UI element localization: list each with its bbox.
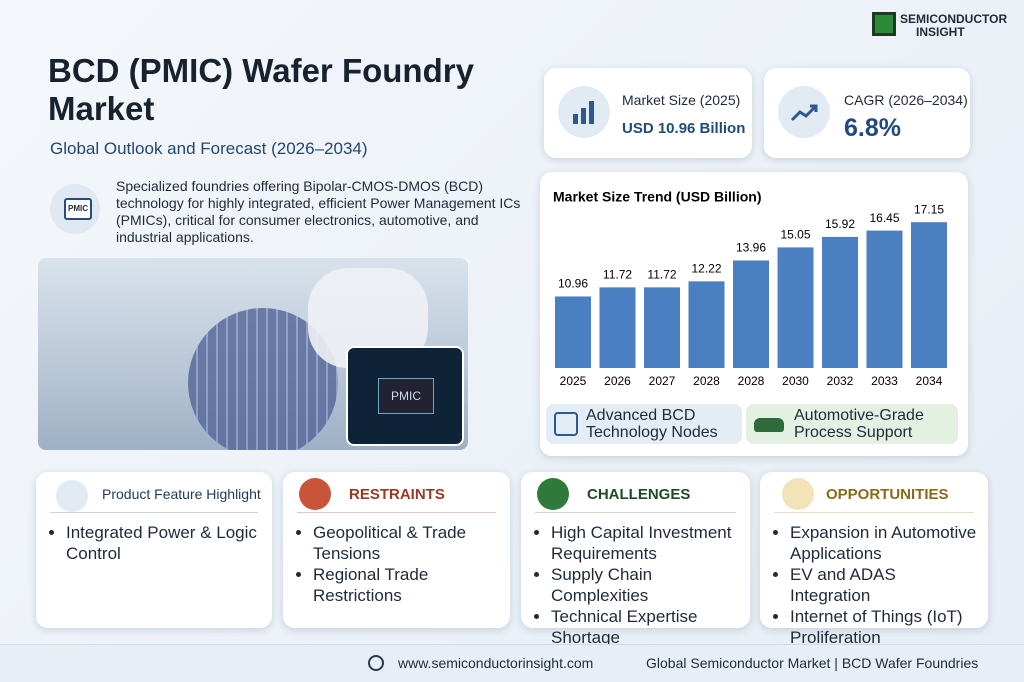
panel-item: Integrated Power & Logic Control [66,522,264,564]
bar [644,287,680,368]
panel-list: Integrated Power & Logic Control [50,522,264,564]
panel-icon [782,478,814,510]
panel-title: CHALLENGES [587,486,691,503]
x-tick-label: 2034 [916,374,943,388]
panel-icon [299,478,331,510]
value-label: 10.96 [558,277,588,291]
stat-value: 6.8% [844,114,901,142]
panel-item: Technical Expertise Shortage [551,606,742,648]
x-tick-label: 2028 [693,374,720,388]
x-tick-label: 2030 [782,374,809,388]
panel: OPPORTUNITIES Expansion in Automotive Ap… [760,472,988,647]
panel-list: High Capital Investment RequirementsSupp… [535,522,742,648]
footer-website: www.semiconductorinsight.com [398,655,594,671]
panel: Product Feature Highlight Integrated Pow… [36,472,272,628]
pmic-icon-label: PMIC [64,198,92,220]
panel-item: High Capital Investment Requirements [551,522,742,564]
panel-item: Internet of Things (IoT) Proliferation [790,606,980,648]
stat-icon [558,86,610,138]
badge-label: Advanced BCD Technology Nodes [586,407,718,441]
stat-card: CAGR (2026–2034) 6.8% [764,68,970,158]
chart-card: Market Size Trend (USD Billion) 10.96 202… [540,172,968,456]
panel-title: RESTRAINTS [349,486,445,503]
brand-line: SEMICONDUCTOR [900,12,1008,26]
value-label: 12.22 [691,262,721,276]
x-tick-label: 2027 [649,374,676,388]
bar [777,247,814,368]
value-label: 13.96 [736,241,766,255]
description: Specialized foundries offering Bipolar-C… [116,178,521,245]
stat-label: CAGR (2026–2034) [844,92,968,108]
globe-icon [368,655,384,671]
panel: RESTRAINTS Geopolitical & Trade Tensions… [283,472,510,628]
badge-label: Automotive-Grade Process Support [794,407,924,441]
title: BCD (PMIC) Wafer Foundry Market [48,52,474,127]
chart-title: Market Size Trend (USD Billion) [553,189,761,205]
chip-label: PMIC [378,378,434,414]
stat-card: Market Size (2025) USD 10.96 Billion [544,68,752,158]
value-label: 16.45 [869,211,899,225]
stat-value: USD 10.96 Billion [622,120,746,137]
bar [911,222,947,368]
panel-item: Regional Trade Restrictions [313,564,502,606]
value-label: 11.72 [647,268,676,282]
value-label: 15.05 [780,228,810,242]
bar [599,287,636,368]
x-tick-label: 2032 [827,374,854,388]
bar [822,236,858,368]
chart: Market Size Trend (USD Billion) 10.96 202… [553,189,947,388]
panel-list: Geopolitical & Trade TensionsRegional Tr… [297,522,502,606]
trend-arrow [790,104,818,122]
chip-inset: PMIC [346,346,464,446]
panel-item: EV and ADAS Integration [790,564,980,606]
x-tick-label: 2026 [604,374,631,388]
x-tick-label: 2033 [871,374,898,388]
x-tick-label: 2028 [738,374,765,388]
value-label: 15.92 [825,217,855,231]
bar [555,296,591,368]
stat-label: Market Size (2025) [622,92,741,108]
panel-icon [537,478,569,510]
bar [688,281,725,368]
subtitle: Global Outlook and Forecast (2026–2034) [50,139,368,158]
value-label: 11.72 [603,268,632,282]
bar [733,260,769,368]
badge-icon [554,412,578,436]
panel: CHALLENGES High Capital Investment Requi… [521,472,750,647]
badge-icon [754,418,784,432]
panel-item: Geopolitical & Trade Tensions [313,522,502,564]
panel-title: Product Feature Highlight [102,486,261,502]
panel-list: Expansion in Automotive ApplicationsEV a… [774,522,980,648]
brand: SEMICONDUCTOR INSIGHT [872,12,1022,40]
panel-item: Supply Chain Complexities [551,564,742,606]
panel-title: OPPORTUNITIES [826,486,949,503]
brand-line: INSIGHT [916,25,965,39]
stat-icon [778,86,830,138]
pmic-icon: PMIC [50,184,100,234]
brand-logo [872,12,896,36]
footer: www.semiconductorinsight.com Global Semi… [0,644,1024,682]
badge: Automotive-Grade Process Support [746,404,958,444]
panel-item: Expansion in Automotive Applications [790,522,980,564]
badge: Advanced BCD Technology Nodes [546,404,742,444]
footer-tagline: Global Semiconductor Market | BCD Wafer … [646,655,979,671]
panel-icon [56,480,88,512]
bar [866,230,903,368]
value-label: 17.15 [914,202,944,216]
hero-image: PMIC [38,258,468,450]
x-tick-label: 2025 [560,374,587,388]
